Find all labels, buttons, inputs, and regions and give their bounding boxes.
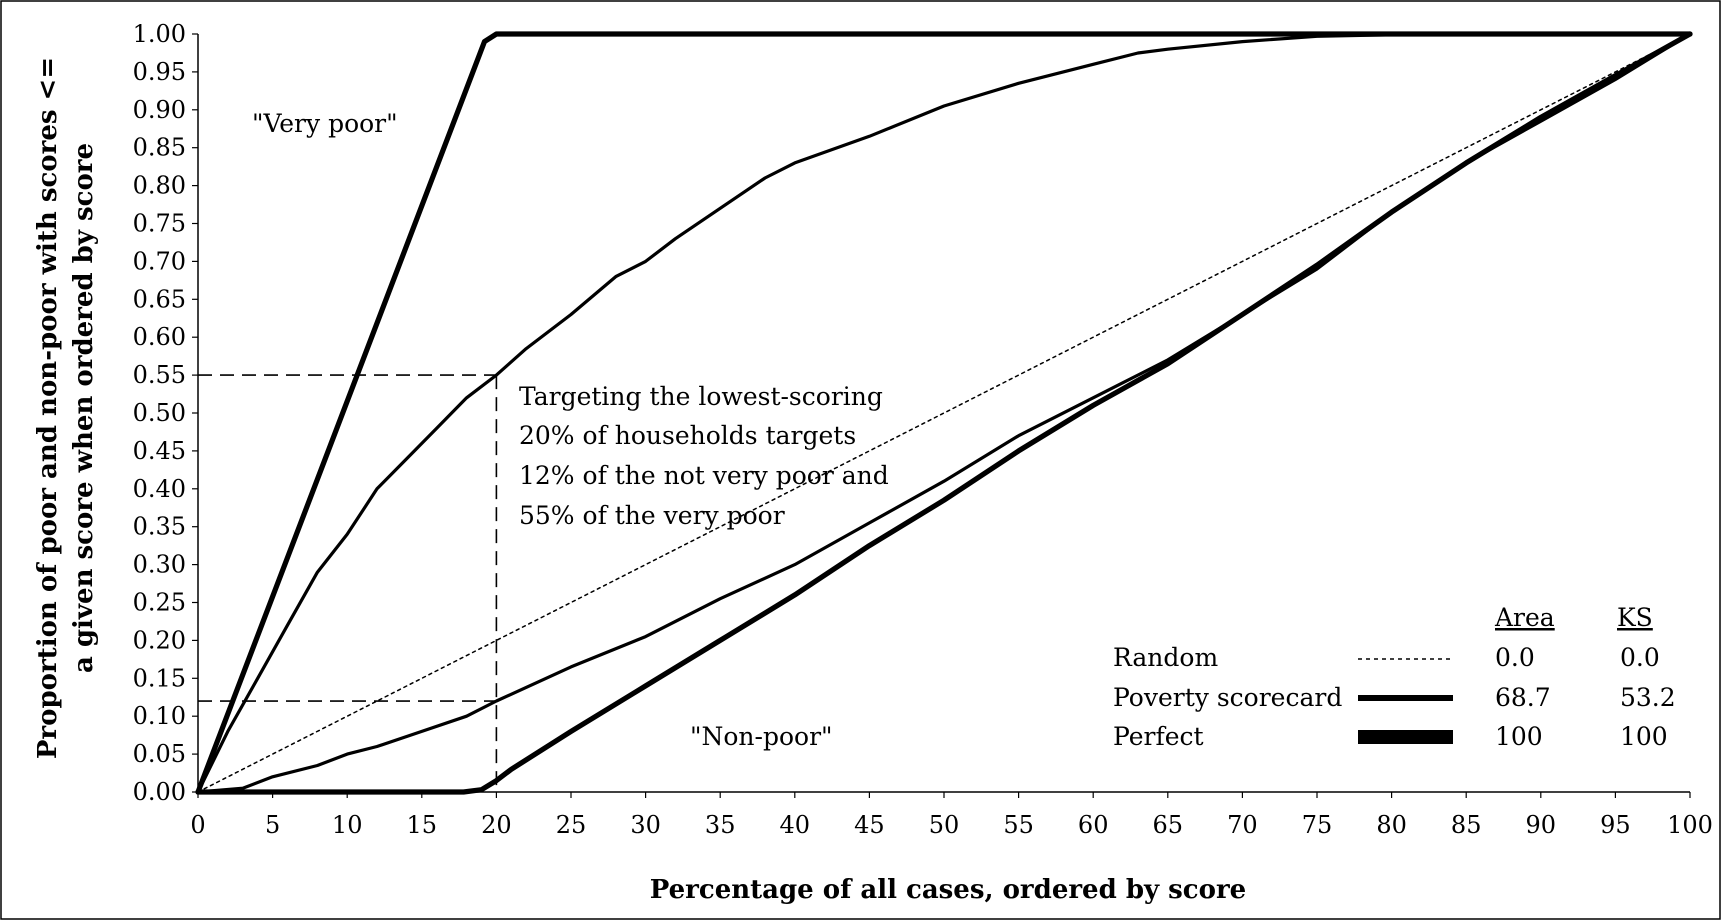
x-tick-label: 100 <box>1667 811 1713 839</box>
x-tick-label: 90 <box>1526 811 1557 839</box>
series-scorecard <box>196 32 1692 794</box>
legend-label-random: Random <box>1113 643 1218 672</box>
y-axis-title-line2: a given score when ordered by score <box>69 143 99 673</box>
legend-area-random: 0.0 <box>1495 643 1535 672</box>
y-tick-label: 0.60 <box>133 323 186 351</box>
legend-label-scorecard: Poverty scorecard <box>1113 683 1342 712</box>
y-tick-label: 0.40 <box>133 475 186 503</box>
x-tick-label: 15 <box>407 811 438 839</box>
series-lines <box>195 31 1693 795</box>
series-random <box>197 33 1691 793</box>
x-tick-label: 70 <box>1227 811 1258 839</box>
y-tick-label: 0.55 <box>133 361 186 389</box>
legend-ks-perfect: 100 <box>1620 722 1668 751</box>
y-axis-title-line1: Proportion of poor and non-poor with sco… <box>33 57 63 759</box>
x-axis-title: Percentage of all cases, ordered by scor… <box>650 875 1246 905</box>
y-tick-label: 0.95 <box>133 58 186 86</box>
y-tick-label: 0.00 <box>133 778 186 806</box>
x-tick-label: 0 <box>190 811 205 839</box>
x-tick-label: 20 <box>481 811 512 839</box>
x-tick-label: 65 <box>1153 811 1184 839</box>
axis-ticks: 0.000.050.100.150.200.250.300.350.400.45… <box>133 20 1713 839</box>
y-tick-label: 1.00 <box>133 20 186 48</box>
y-tick-label: 0.05 <box>133 740 186 768</box>
y-tick-label: 0.70 <box>133 247 186 275</box>
legend-ks-random: 0.0 <box>1620 643 1660 672</box>
x-tick-label: 50 <box>929 811 960 839</box>
y-tick-label: 0.30 <box>133 551 186 579</box>
x-tick-label: 75 <box>1302 811 1333 839</box>
y-tick-label: 0.50 <box>133 399 186 427</box>
x-tick-label: 80 <box>1376 811 1407 839</box>
very-poor-label: "Very poor" <box>252 109 398 138</box>
x-tick-label: 45 <box>854 811 885 839</box>
legend-header-ks: KS <box>1617 603 1653 632</box>
legend-header-area: Area <box>1494 603 1555 632</box>
targeting-note-line2: 20% of households targets <box>519 421 856 450</box>
y-tick-label: 0.45 <box>133 437 186 465</box>
x-tick-label: 30 <box>630 811 661 839</box>
x-tick-label: 5 <box>265 811 280 839</box>
targeting-note-line4: 55% of the very poor <box>519 501 785 530</box>
x-tick-label: 55 <box>1003 811 1034 839</box>
targeting-note-line3: 12% of the not very poor and <box>519 461 889 490</box>
y-tick-label: 0.65 <box>133 285 186 313</box>
y-tick-label: 0.85 <box>133 134 186 162</box>
x-tick-label: 60 <box>1078 811 1109 839</box>
series-scorecard <box>196 32 1692 794</box>
y-tick-label: 0.35 <box>133 513 186 541</box>
legend-area-perfect: 100 <box>1495 722 1543 751</box>
x-tick-label: 40 <box>780 811 811 839</box>
y-tick-label: 0.80 <box>133 172 186 200</box>
legend: Area KS Random 0.0 0.0 Poverty scorecard… <box>1113 603 1676 751</box>
legend-label-perfect: Perfect <box>1113 722 1204 751</box>
legend-area-scorecard: 68.7 <box>1495 683 1551 712</box>
series-perfect <box>195 31 1693 795</box>
y-tick-label: 0.10 <box>133 702 186 730</box>
x-tick-label: 85 <box>1451 811 1482 839</box>
legend-ks-scorecard: 53.2 <box>1620 683 1676 712</box>
targeting-note-line1: Targeting the lowest-scoring <box>519 382 883 411</box>
y-tick-label: 0.75 <box>133 210 186 238</box>
y-tick-label: 0.90 <box>133 96 186 124</box>
y-tick-label: 0.25 <box>133 589 186 617</box>
x-tick-label: 35 <box>705 811 736 839</box>
x-tick-label: 10 <box>332 811 363 839</box>
non-poor-label: "Non-poor" <box>690 722 833 751</box>
y-tick-label: 0.15 <box>133 664 186 692</box>
x-tick-label: 25 <box>556 811 587 839</box>
x-tick-label: 95 <box>1600 811 1631 839</box>
guide-lines <box>198 374 498 792</box>
y-tick-label: 0.20 <box>133 626 186 654</box>
